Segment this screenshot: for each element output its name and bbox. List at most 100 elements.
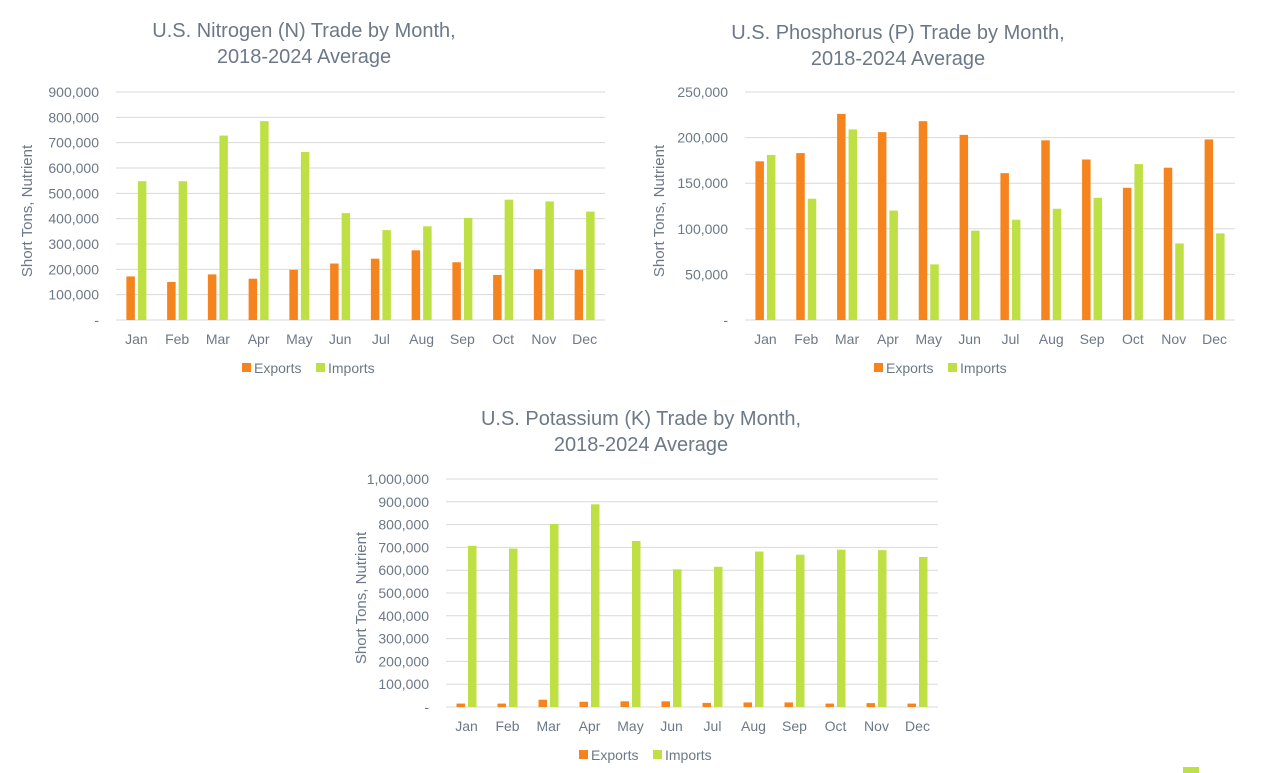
x-tick-label: Nov	[1161, 331, 1186, 347]
y-tick-label: 400,000	[378, 608, 429, 624]
x-tick-label: Nov	[531, 331, 556, 347]
bar-exports-feb	[167, 282, 176, 320]
bar-exports-jun	[959, 134, 969, 320]
chart-title: 2018-2024 Average	[811, 48, 985, 70]
bar-exports-jan	[126, 276, 135, 320]
chart-title: 2018-2024 Average	[554, 434, 728, 456]
legend-swatch-imports	[948, 363, 957, 372]
y-tick-label: 300,000	[48, 236, 99, 252]
chart-title: U.S. Phosphorus (P) Trade by Month,	[731, 22, 1065, 44]
x-tick-label: Jan	[455, 718, 478, 734]
bar-imports-aug	[1052, 208, 1062, 320]
bar-imports-dec	[586, 211, 595, 320]
bar-imports-oct	[504, 199, 514, 320]
x-tick-label: Dec	[905, 718, 930, 734]
y-tick-label: 900,000	[378, 494, 429, 510]
bar-imports-aug	[755, 551, 764, 707]
bar-exports-mar	[207, 274, 217, 320]
x-tick-label: Apr	[877, 331, 899, 347]
y-tick-label: -	[424, 699, 429, 715]
chart-0: U.S. Nitrogen (N) Trade by Month, 2018-20…	[19, 20, 605, 376]
legend-swatch-exports	[874, 363, 883, 372]
x-tick-label: Dec	[1202, 331, 1227, 347]
bar-exports-oct	[1122, 187, 1132, 320]
bar-imports-may	[300, 152, 310, 320]
bar-exports-oct	[825, 703, 834, 707]
legend-label-imports: Imports	[665, 747, 712, 763]
bar-imports-jun	[341, 213, 351, 320]
y-tick-label: 700,000	[48, 135, 99, 151]
bar-imports-sep	[1093, 197, 1103, 320]
x-tick-label: Feb	[495, 718, 519, 734]
x-tick-label: Jun	[660, 718, 683, 734]
bar-imports-nov	[878, 550, 887, 707]
y-tick-label: 200,000	[677, 130, 728, 146]
x-tick-label: Jul	[1001, 331, 1019, 347]
bar-exports-aug	[411, 250, 421, 320]
x-tick-label: Apr	[579, 718, 601, 734]
x-tick-label: Sep	[782, 718, 807, 734]
y-axis-label: Short Tons, Nutrient	[353, 531, 370, 664]
x-tick-label: May	[617, 718, 643, 734]
bar-imports-feb	[807, 198, 817, 320]
bar-imports-oct	[837, 549, 846, 707]
legend-swatch-imports	[653, 750, 662, 759]
bar-exports-dec	[907, 703, 916, 707]
y-tick-label: 100,000	[48, 287, 99, 303]
y-tick-label: 600,000	[48, 160, 99, 176]
legend-label-imports: Imports	[328, 360, 375, 376]
y-tick-label: 50,000	[685, 266, 728, 282]
bar-imports-sep	[796, 554, 805, 707]
bar-imports-jun	[673, 569, 682, 707]
bar-exports-apr	[877, 132, 887, 320]
x-tick-label: Mar	[536, 718, 560, 734]
bar-exports-jul	[702, 702, 711, 707]
bar-exports-nov	[533, 269, 543, 320]
legend-swatch-exports	[242, 363, 251, 372]
x-tick-label: Oct	[492, 331, 514, 347]
bar-imports-jul	[382, 230, 391, 320]
bar-imports-jul	[1011, 219, 1021, 320]
bar-exports-jan	[755, 161, 764, 320]
bar-exports-dec	[1204, 139, 1214, 320]
bar-exports-sep	[452, 262, 461, 320]
y-tick-label: 400,000	[48, 211, 99, 227]
bar-exports-aug	[1041, 140, 1050, 320]
bar-imports-apr	[591, 504, 600, 707]
bar-exports-jun	[661, 701, 670, 707]
bar-imports-may	[930, 264, 939, 320]
bar-imports-may	[632, 541, 641, 707]
legend-swatch-imports	[316, 363, 325, 372]
y-tick-label: -	[94, 312, 99, 328]
bar-imports-jan	[137, 181, 147, 320]
bar-imports-nov	[1175, 243, 1184, 320]
bar-exports-jul	[370, 258, 380, 320]
bar-imports-dec	[919, 556, 928, 707]
x-tick-label: Aug	[741, 718, 766, 734]
bar-exports-apr	[579, 701, 588, 707]
x-tick-label: Feb	[794, 331, 818, 347]
x-tick-label: Aug	[409, 331, 434, 347]
bar-imports-jan	[766, 154, 776, 320]
bar-exports-may	[289, 269, 298, 320]
y-tick-label: 900,000	[48, 84, 99, 100]
legend-label-exports: Exports	[886, 360, 933, 376]
legend-label-exports: Exports	[254, 360, 301, 376]
legend-label-imports: Imports	[960, 360, 1007, 376]
bar-exports-apr	[248, 278, 258, 320]
y-tick-label: 800,000	[48, 109, 99, 125]
bar-exports-nov	[1163, 167, 1173, 320]
y-tick-label: 100,000	[378, 676, 429, 692]
y-tick-label: 1,000,000	[367, 471, 429, 487]
y-tick-label: 500,000	[378, 585, 429, 601]
x-tick-label: Feb	[165, 331, 189, 347]
bar-imports-mar	[550, 523, 559, 707]
bar-imports-sep	[463, 217, 473, 320]
bar-exports-nov	[866, 703, 875, 707]
chart-title: 2018-2024 Average	[217, 46, 391, 68]
y-tick-label: 500,000	[48, 185, 99, 201]
bar-imports-feb	[509, 548, 518, 707]
x-tick-label: Jun	[329, 331, 352, 347]
y-tick-label: 800,000	[378, 517, 429, 533]
y-axis-label: Short Tons, Nutrient	[651, 144, 668, 277]
